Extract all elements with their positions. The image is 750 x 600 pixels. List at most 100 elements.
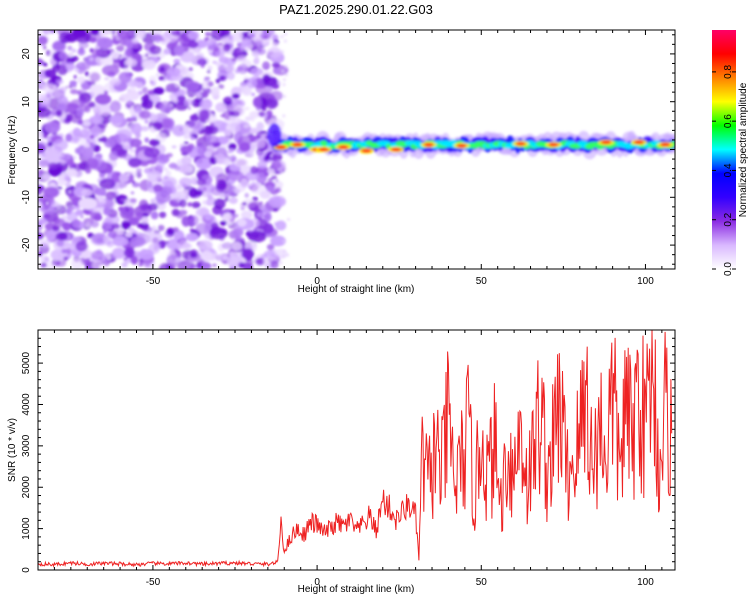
spectrogram-noise-cell	[179, 177, 192, 188]
spectrogram-noise-cell	[64, 175, 70, 181]
spectrogram-noise-cell	[287, 218, 290, 221]
spectrogram-noise-cell	[66, 168, 78, 177]
spectrogram-noise-cell	[224, 197, 230, 202]
spectrogram-noise-cell	[232, 227, 244, 237]
spectrogram-noise-cell	[181, 215, 191, 227]
spectrogram-x-tick-label: -50	[146, 276, 161, 287]
spectrogram-noise-cell	[262, 61, 271, 71]
spectrogram-noise-cell	[38, 35, 48, 46]
spectrogram-noise-cell	[78, 197, 98, 210]
spectrogram-noise-cell	[177, 100, 185, 106]
spectrogram-noise-cell	[135, 30, 145, 40]
spectrogram-noise-cell	[228, 122, 241, 133]
spectrogram-noise-cell	[55, 231, 68, 241]
spectrogram-noise-cell	[212, 60, 218, 64]
spectrogram-noise-cell	[132, 182, 140, 188]
spectrogram-cells	[38, 30, 675, 269]
spectrogram-noise-cell	[187, 202, 193, 207]
spectrogram-noise-cell	[91, 250, 105, 260]
spectrogram-noise-cell	[90, 220, 99, 228]
snr-plot-area	[38, 330, 675, 570]
spectrogram-noise-cell	[150, 198, 155, 204]
spectrogram-noise-cell	[129, 198, 137, 204]
spectrogram-noise-cell	[195, 222, 211, 235]
spectrogram-noise-cell	[53, 138, 69, 151]
spectrogram-noise-cell	[270, 172, 274, 176]
spectrogram-noise-cell	[143, 147, 160, 158]
spectrogram-noise-cell	[40, 262, 47, 268]
spectrogram-noise-cell	[89, 84, 106, 96]
spectrogram-noise-cell	[177, 164, 192, 174]
spectrogram-noise-cell	[188, 120, 201, 130]
spectrogram-noise-cell	[210, 86, 220, 98]
colorbar-tick-label: 0.6	[723, 114, 734, 128]
spectrogram-noise-cell	[223, 63, 229, 68]
spectrogram-noise-cell	[38, 107, 52, 118]
spectrogram-noise-cell	[238, 142, 251, 152]
spectrogram-noise-cell	[105, 191, 117, 200]
spectrogram-noise-cell	[118, 71, 132, 84]
spectrogram-noise-cell	[99, 30, 112, 36]
spectrogram-noise-cell	[187, 40, 199, 49]
spectrogram-noise-cell	[73, 67, 79, 73]
spectrogram-noise-cell	[70, 88, 78, 95]
spectrogram-noise-cell	[218, 56, 229, 64]
spectrogram-noise-cell	[256, 121, 265, 131]
spectrogram-signal-cell	[318, 147, 329, 152]
spectrogram-noise-cell	[272, 67, 280, 75]
spectrogram-noise-cell	[195, 261, 203, 269]
spectrogram-y-ticks: -20 -10 0 10 20	[21, 34, 675, 265]
spectrogram-noise-cell	[206, 69, 211, 74]
spectrogram-noise-cell	[46, 201, 49, 205]
spectrogram-noise-cell	[78, 41, 89, 49]
spectrogram-noise-cell	[240, 210, 253, 219]
spectrogram-noise-cell	[38, 131, 43, 138]
spectrogram-noise-cell	[120, 198, 126, 202]
spectrogram-noise-cell	[285, 73, 288, 77]
spectrogram-noise-cell	[157, 224, 165, 231]
spectrogram-noise-cell	[227, 170, 244, 181]
spectrogram-noise-cell	[111, 34, 117, 39]
spectrogram-noise-cell	[70, 258, 84, 269]
spectrogram-noise-cell	[183, 141, 189, 145]
spectrogram-noise-cell	[135, 81, 144, 89]
spectrogram-noise-cell	[250, 166, 258, 175]
spectrogram-noise-cell	[255, 257, 265, 266]
spectrogram-noise-cell	[45, 149, 58, 160]
spectrogram-noise-cell	[58, 32, 71, 44]
spectrogram-noise-cell	[243, 124, 250, 129]
spectrogram-noise-cell	[250, 67, 264, 76]
spectrogram-signal-cell	[660, 142, 671, 147]
spectrogram-noise-cell	[47, 178, 52, 182]
spectrogram-x-tick-label: 50	[476, 276, 488, 287]
spectrogram-noise-cell	[153, 87, 165, 95]
spectrogram-noise-cell	[240, 206, 245, 211]
snr-x-tick-label: 0	[314, 577, 320, 588]
spectrogram-noise-cell	[174, 45, 185, 56]
spectrogram-noise-cell	[38, 201, 43, 209]
spectrogram-noise-cell	[219, 75, 227, 81]
spectrogram-noise-cell	[218, 84, 225, 89]
spectrogram-noise-cell	[177, 239, 188, 250]
spectrogram-noise-cell	[263, 35, 268, 39]
spectrogram-noise-cell	[55, 78, 64, 85]
colorbar-tick-label: 0.4	[723, 163, 734, 177]
spectrogram-noise-cell	[147, 182, 154, 190]
spectrogram-noise-cell	[281, 69, 285, 73]
spectrogram-noise-cell	[60, 160, 67, 165]
spectrogram-noise-cell	[211, 30, 222, 36]
spectrogram-noise-cell	[147, 170, 162, 182]
spectrogram-noise-cell	[172, 227, 179, 233]
spectrogram-noise-cell	[54, 218, 66, 228]
spectrogram-noise-cell	[249, 33, 256, 38]
spectrogram-noise-cell	[228, 185, 238, 197]
colorbar-label: Normalized spectral amplitude	[738, 82, 749, 217]
spectrogram-noise-cell	[89, 36, 97, 43]
spectrogram-noise-cell	[232, 93, 240, 99]
spectrogram-signal-cell	[390, 147, 401, 152]
spectrogram-noise-cell	[201, 125, 215, 135]
spectrogram-noise-cell	[85, 222, 91, 228]
spectrogram-noise-cell	[89, 57, 94, 61]
spectrogram-noise-cell	[126, 172, 131, 177]
spectrogram-noise-cell	[203, 77, 210, 82]
